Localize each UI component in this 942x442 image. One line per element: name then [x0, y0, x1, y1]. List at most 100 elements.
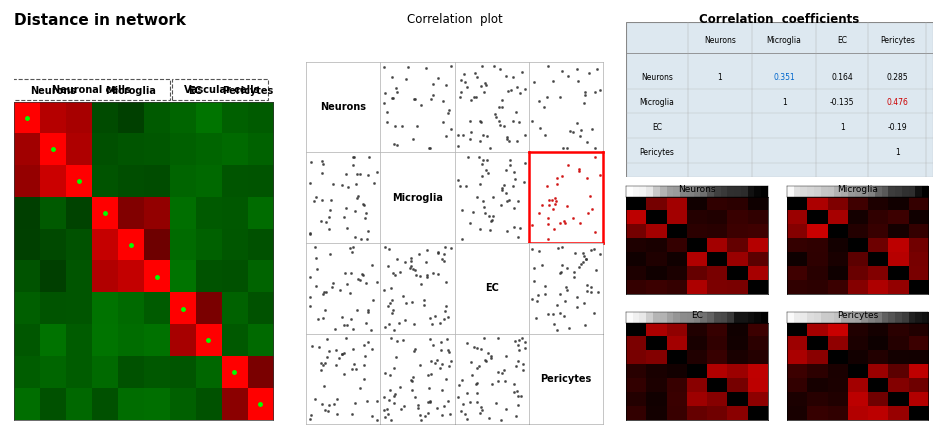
- Point: [319, 218, 334, 225]
- Point: [314, 366, 329, 373]
- Point: [332, 354, 347, 362]
- Point: [561, 325, 577, 332]
- Point: [453, 76, 468, 84]
- Point: [499, 405, 514, 412]
- Point: [499, 136, 514, 143]
- Point: [463, 358, 479, 365]
- Point: [587, 246, 602, 253]
- Point: [348, 233, 363, 240]
- Point: [549, 180, 564, 187]
- Point: [322, 348, 337, 355]
- Point: [314, 360, 329, 367]
- Point: [511, 198, 526, 205]
- Point: [380, 405, 395, 412]
- Point: [383, 285, 398, 292]
- Point: [361, 338, 376, 345]
- Point: [472, 180, 487, 187]
- Text: 0.285: 0.285: [886, 73, 908, 82]
- Point: [403, 376, 418, 383]
- Point: [572, 168, 587, 175]
- Point: [334, 351, 349, 358]
- Point: [479, 156, 495, 163]
- Point: [389, 255, 404, 262]
- Point: [565, 129, 580, 136]
- Point: [460, 389, 475, 396]
- Point: [511, 233, 526, 240]
- Point: [501, 138, 516, 145]
- Point: [369, 169, 384, 176]
- Point: [322, 214, 337, 221]
- Point: [577, 300, 592, 307]
- Point: [483, 217, 498, 224]
- Point: [511, 392, 526, 400]
- Point: [376, 407, 391, 414]
- Point: [430, 357, 445, 364]
- Point: [579, 282, 594, 289]
- Point: [492, 122, 507, 129]
- Point: [382, 397, 397, 404]
- Point: [396, 337, 411, 344]
- Point: [309, 254, 324, 261]
- Point: [347, 154, 362, 161]
- Point: [472, 137, 487, 145]
- Point: [510, 83, 525, 90]
- Point: [326, 401, 341, 408]
- Point: [358, 279, 373, 286]
- Text: Pericytes: Pericytes: [540, 374, 592, 384]
- Point: [357, 342, 372, 349]
- Point: [477, 356, 492, 363]
- Point: [403, 264, 418, 271]
- Bar: [8, 79, 170, 100]
- Point: [552, 290, 567, 297]
- Point: [525, 221, 540, 229]
- Point: [491, 118, 506, 125]
- Point: [350, 275, 365, 282]
- Point: [377, 99, 392, 106]
- Text: Neuronal cells: Neuronal cells: [53, 84, 131, 95]
- Point: [484, 354, 499, 362]
- Point: [423, 358, 438, 365]
- Point: [450, 131, 465, 138]
- Point: [469, 365, 484, 372]
- Point: [315, 197, 330, 204]
- Point: [343, 244, 358, 251]
- Point: [444, 358, 459, 365]
- Point: [548, 197, 563, 204]
- Point: [336, 213, 351, 220]
- Point: [435, 97, 450, 104]
- Point: [455, 377, 470, 384]
- Text: Microglia: Microglia: [640, 98, 674, 107]
- Point: [552, 220, 567, 227]
- Point: [510, 137, 525, 144]
- Point: [404, 258, 419, 265]
- Text: Microglia: Microglia: [106, 86, 156, 96]
- Point: [538, 131, 553, 138]
- Point: [423, 398, 438, 405]
- Point: [481, 170, 496, 177]
- Point: [424, 321, 439, 328]
- Point: [474, 407, 489, 414]
- Point: [555, 261, 570, 268]
- Point: [587, 153, 602, 160]
- Point: [344, 270, 359, 277]
- Point: [393, 405, 408, 412]
- Point: [409, 272, 424, 279]
- Point: [357, 353, 372, 360]
- Point: [338, 205, 353, 212]
- Point: [332, 287, 347, 294]
- Point: [475, 198, 490, 205]
- Point: [502, 161, 517, 168]
- Point: [435, 256, 450, 263]
- Point: [435, 118, 450, 125]
- Point: [508, 175, 523, 183]
- Point: [353, 235, 368, 242]
- Point: [541, 236, 556, 243]
- Point: [308, 396, 323, 403]
- Point: [317, 306, 333, 313]
- Point: [495, 184, 510, 191]
- Point: [438, 303, 453, 310]
- Point: [385, 94, 400, 101]
- Point: [444, 244, 459, 251]
- Point: [477, 335, 492, 342]
- Point: [387, 392, 402, 400]
